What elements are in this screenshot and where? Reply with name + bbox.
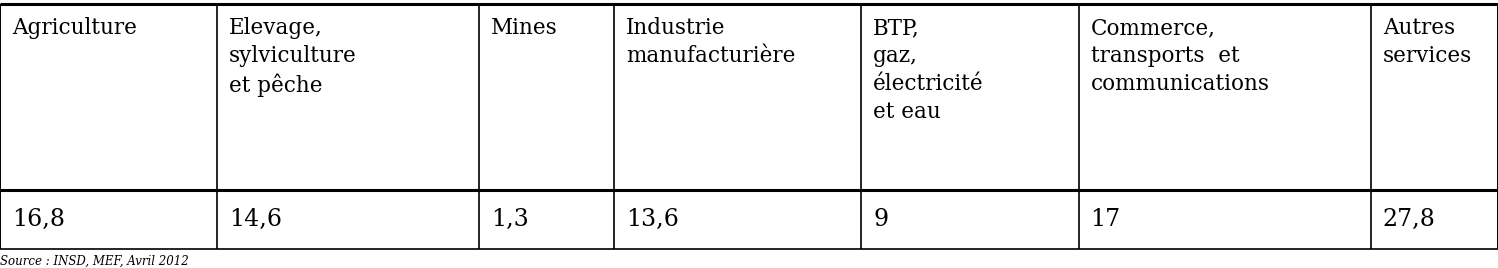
Text: 17: 17 [1091,208,1121,231]
Text: 13,6: 13,6 [626,208,679,231]
Text: 27,8: 27,8 [1383,208,1435,231]
Text: BTP,
gaz,
électricité
et eau: BTP, gaz, électricité et eau [873,17,984,123]
Text: Source : INSD, MEF, Avril 2012: Source : INSD, MEF, Avril 2012 [0,255,189,268]
Text: Agriculture: Agriculture [12,17,136,39]
Text: 16,8: 16,8 [12,208,64,231]
Text: Elevage,
sylviculture
et pêche: Elevage, sylviculture et pêche [229,17,357,97]
Text: 1,3: 1,3 [491,208,529,231]
Text: Industrie
manufacturière: Industrie manufacturière [626,17,795,67]
Text: Commerce,
transports  et
communications: Commerce, transports et communications [1091,17,1269,95]
Text: Autres
services: Autres services [1383,17,1473,67]
Text: Mines: Mines [491,17,559,39]
Text: 14,6: 14,6 [229,208,282,231]
Text: 9: 9 [873,208,888,231]
